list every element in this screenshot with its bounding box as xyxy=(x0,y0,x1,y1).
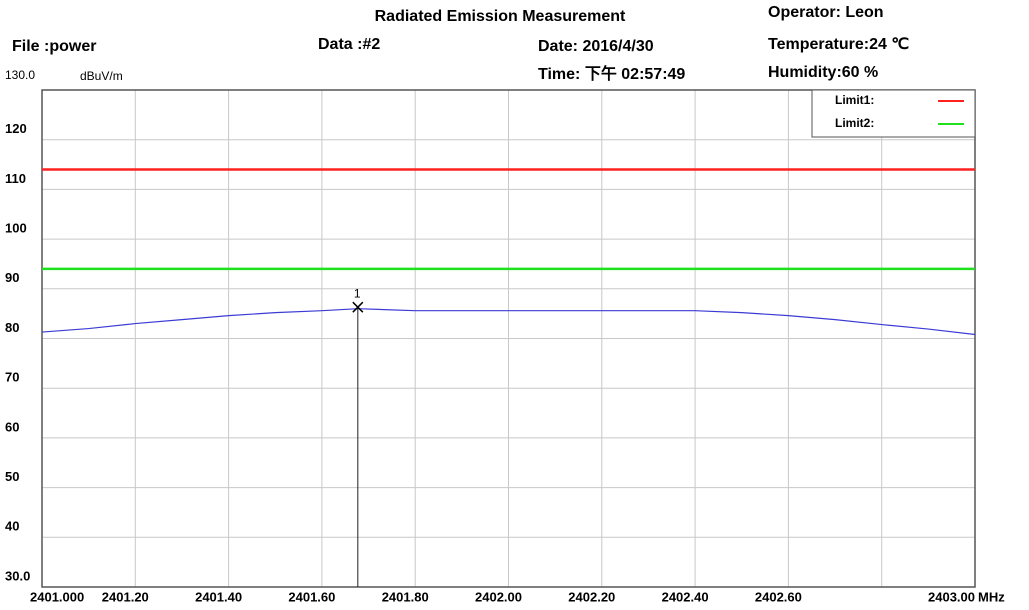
plot-frame xyxy=(41,89,976,588)
x-tick-label: 2401.000 xyxy=(30,589,84,604)
x-tick-label: 2402.60 xyxy=(755,589,802,604)
temperature: Temperature:24 ℃ xyxy=(768,36,909,53)
x-tick-label: 2401.40 xyxy=(195,589,242,604)
date: Date: 2016/4/30 xyxy=(538,38,654,55)
data-number: Data :#2 xyxy=(318,36,380,53)
y-tick-label: 40 xyxy=(5,519,19,534)
legend-label: Limit2: xyxy=(835,116,874,130)
x-tick-label: 2402.20 xyxy=(568,589,615,604)
operator: Operator: Leon xyxy=(768,4,884,21)
y-tick-label: 80 xyxy=(5,320,19,335)
trace xyxy=(41,308,976,336)
y-axis-label: dBuV/m xyxy=(80,69,123,83)
marker xyxy=(352,301,364,313)
y-tick-label: 60 xyxy=(5,419,19,434)
legend-box xyxy=(811,89,976,138)
x-tick-label: 2402.00 xyxy=(475,589,522,604)
y-tick-label: 120 xyxy=(5,121,27,136)
y-tick-label: 110 xyxy=(5,171,26,186)
y-tick-label: 50 xyxy=(5,469,19,484)
chart-title: Radiated Emission Measurement xyxy=(375,8,626,25)
y-tick-label: 90 xyxy=(5,270,19,285)
y-tick-label: 70 xyxy=(5,370,19,385)
x-tick-label: 2402.40 xyxy=(662,589,709,604)
legend-label: Limit1: xyxy=(835,93,874,107)
marker-label: 1 xyxy=(354,286,361,300)
time: Time: 下午 02:57:49 xyxy=(538,64,685,83)
x-tick-label: 2401.60 xyxy=(288,589,335,604)
y-tick-label: 100 xyxy=(5,221,27,236)
x-tick-label: 2403.00 xyxy=(928,589,975,604)
x-axis-label: MHz xyxy=(978,589,1005,604)
y-tick-label: 130.0 xyxy=(5,68,35,82)
humidity: Humidity:60 % xyxy=(768,64,878,81)
y-tick-label: 30.0 xyxy=(5,568,30,583)
x-tick-label: 2401.80 xyxy=(382,589,429,604)
x-tick-label: 2401.20 xyxy=(102,589,149,604)
file: File :power xyxy=(12,38,96,55)
